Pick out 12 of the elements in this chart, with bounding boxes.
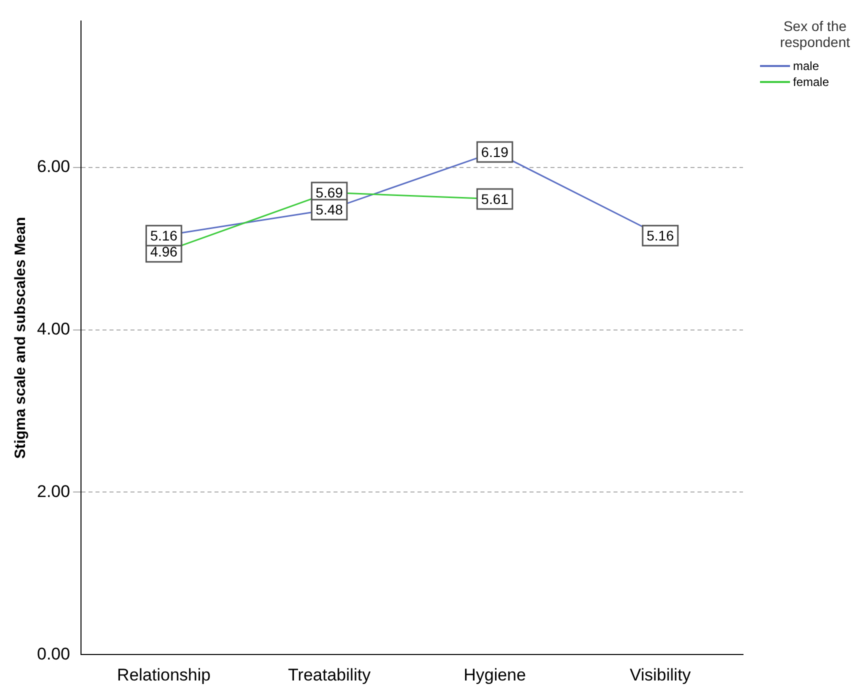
x-tick-label: Hygiene: [464, 665, 526, 684]
x-tick-label: Treatability: [288, 665, 372, 684]
x-tick-label: Visibility: [630, 665, 692, 684]
y-axis-title: Stigma scale and subscales Mean: [12, 217, 30, 459]
y-tick-label: 6.00: [36, 157, 70, 176]
y-tick-label: 4.00: [36, 319, 70, 338]
x-tick-label: Relationship: [117, 665, 211, 684]
legend-label: female: [793, 74, 830, 90]
legend-title: Sex of the respondent: [778, 18, 852, 50]
y-tick-label: 0.00: [36, 644, 70, 664]
legend-label: male: [793, 58, 820, 74]
y-tick-label: 2.00: [36, 482, 70, 501]
